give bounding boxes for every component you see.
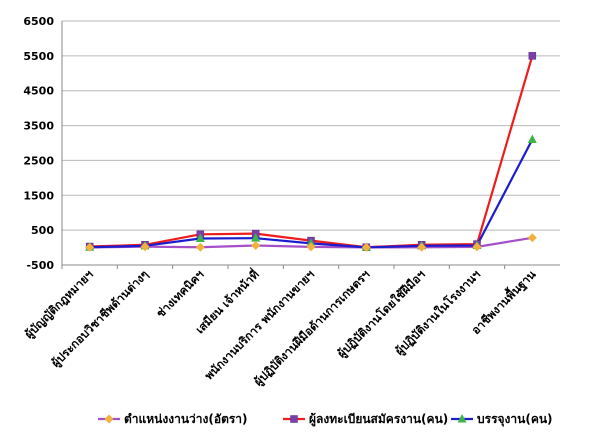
- x-axis: ผู้บัญญัติกฎหมายฯผู้ประกอบวิชาชีพด้านต่า…: [22, 264, 560, 389]
- y-axis: -500 500 1500 2500 3500 4500 5500 6500: [23, 15, 63, 272]
- data-point: [417, 242, 427, 252]
- y-tick-label: 6500: [23, 15, 54, 28]
- y-tick-label: 500: [31, 224, 54, 237]
- y-tick-label: -500: [26, 259, 54, 272]
- legend-entry-label: บรรจุงาน(คน): [477, 412, 553, 427]
- legend: ตำแหน่งงานว่าง(อัตรา) ผู้ลงทะเบียนสมัครงา…: [98, 412, 553, 427]
- data-point: [195, 242, 205, 252]
- series-line: [89, 55, 534, 249]
- y-tick-label: 3500: [23, 120, 54, 133]
- data-point: [527, 233, 537, 243]
- data-point: [195, 233, 205, 243]
- data-point: [528, 52, 537, 60]
- x-tick-label: พนักงานบริการ พนักงานขายฯ: [202, 267, 317, 382]
- data-point: [251, 240, 261, 250]
- data-point: [104, 414, 114, 424]
- data-point: [361, 242, 371, 252]
- data-point: [251, 233, 261, 242]
- data-point: [290, 415, 298, 423]
- x-tick-label: ผู้ปฏิบัติงานฝีมือด้านการเกษตรฯ: [251, 267, 373, 389]
- data-point: [472, 242, 482, 252]
- data-point: [140, 242, 150, 252]
- data-point: [306, 242, 316, 252]
- y-tick-label: 2500: [23, 154, 54, 167]
- y-tick-label: 5500: [23, 50, 54, 63]
- data-point: [457, 414, 467, 423]
- data-point: [527, 134, 537, 144]
- y-tick-label: 1500: [23, 189, 54, 202]
- legend-entry-label: ตำแหน่งงานว่าง(อัตรา): [124, 412, 248, 426]
- x-tick-label: ผู้ประกอบวิชาชีพด้านต่างๆ: [48, 267, 151, 370]
- gridlines: [62, 20, 560, 266]
- legend-entry-label: ผู้ลงทะเบียนสมัครงาน(คน): [309, 412, 448, 427]
- data-point: [85, 242, 95, 252]
- series-line: [89, 139, 534, 249]
- series-lines: [85, 52, 537, 252]
- y-tick-label: 4500: [23, 85, 54, 98]
- x-tick-label: ช่างเทคนิคฯ: [153, 267, 206, 320]
